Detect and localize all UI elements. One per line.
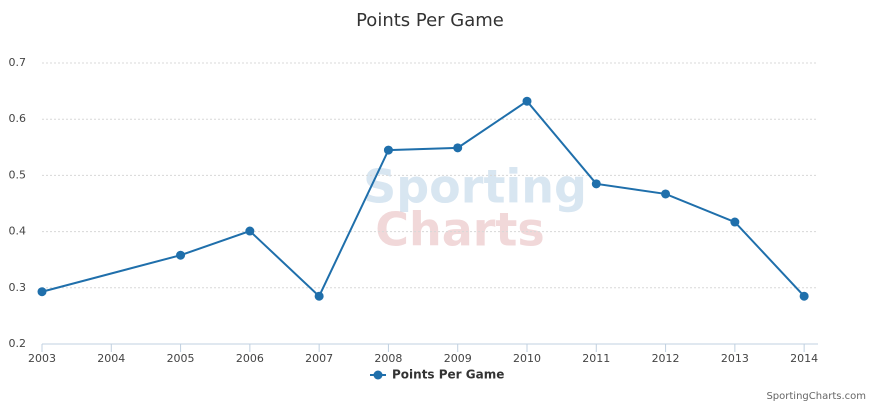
point: [522, 96, 532, 106]
point: [453, 143, 463, 153]
y-tick-label: 0.6: [9, 112, 27, 125]
point: [730, 217, 740, 227]
x-tick-label: 2003: [28, 352, 56, 365]
x-tick-label: 2008: [374, 352, 402, 365]
x-tick-label: 2012: [652, 352, 680, 365]
point: [383, 145, 393, 155]
x-tick-label: 2010: [513, 352, 541, 365]
point: [176, 250, 186, 260]
y-tick-label: 0.5: [9, 168, 27, 181]
x-tick-label: 2004: [97, 352, 125, 365]
credits: SportingCharts.com: [766, 391, 866, 402]
watermark: Charts: [375, 203, 545, 257]
point: [245, 226, 255, 236]
legend-label: Points Per Game: [392, 368, 504, 382]
chart-title: Points Per Game: [356, 10, 504, 31]
point: [591, 179, 601, 189]
x-tick-label: 2011: [582, 352, 610, 365]
x-tick-label: 2007: [305, 352, 333, 365]
y-tick-label: 0.4: [9, 225, 27, 238]
x-tick-label: 2014: [790, 352, 818, 365]
y-tick-label: 0.7: [9, 56, 27, 69]
x-tick-label: 2013: [721, 352, 749, 365]
watermark: Sporting: [363, 160, 587, 214]
x-tick-label: 2006: [236, 352, 264, 365]
point: [661, 189, 671, 199]
y-tick-label: 0.3: [9, 281, 27, 294]
legend-marker: [373, 370, 383, 380]
point: [37, 287, 47, 297]
y-tick-label: 0.2: [9, 337, 27, 350]
point: [799, 291, 809, 301]
point: [314, 291, 324, 301]
x-tick-label: 2009: [444, 352, 472, 365]
x-tick-label: 2005: [167, 352, 195, 365]
